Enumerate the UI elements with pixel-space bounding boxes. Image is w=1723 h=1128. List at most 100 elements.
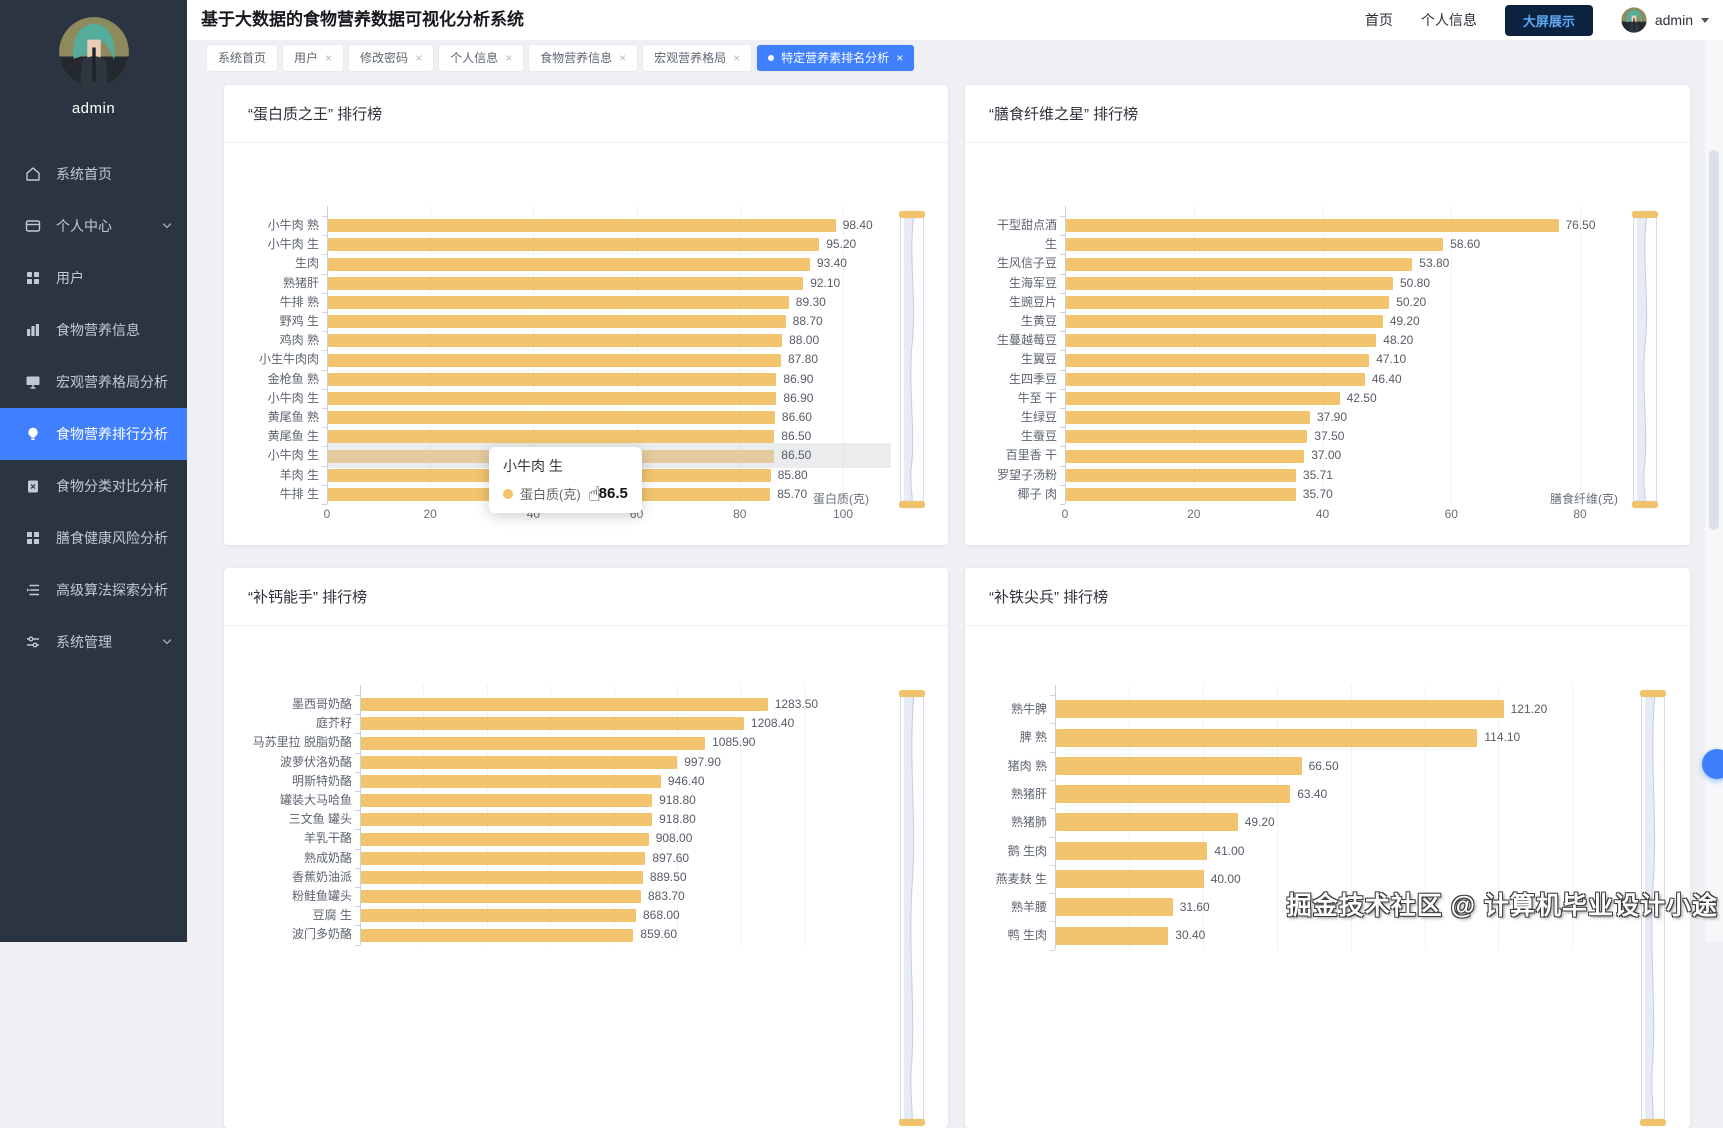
bar[interactable]	[1066, 315, 1383, 329]
scrollbar-thumb[interactable]	[1709, 150, 1719, 530]
close-icon[interactable]: ×	[733, 51, 741, 65]
bar[interactable]	[1066, 411, 1310, 425]
close-icon[interactable]: ×	[505, 51, 513, 65]
bar[interactable]	[361, 774, 661, 788]
bar[interactable]	[328, 257, 810, 271]
sidebar-item-高级算法探索分析[interactable]: 高级算法探索分析	[0, 564, 187, 616]
bar[interactable]	[328, 430, 775, 444]
datazoom-slider[interactable]	[1632, 211, 1658, 508]
sidebar-item-label: 宏观营养格局分析	[56, 374, 168, 390]
tab-修改密码[interactable]: 修改密码 ×	[349, 45, 434, 71]
bar[interactable]	[1056, 841, 1208, 860]
bar[interactable]	[1066, 219, 1559, 233]
sidebar-item-系统管理[interactable]: 系统管理	[0, 616, 187, 668]
x-tick-label: 0	[323, 507, 331, 521]
bar[interactable]	[361, 832, 649, 846]
nav-home-link[interactable]: 首页	[1364, 12, 1393, 28]
bar[interactable]	[1066, 257, 1413, 271]
bar[interactable]	[328, 295, 789, 309]
tab-特定营养素排名分析[interactable]: 特定营养素排名分析 ×	[757, 45, 915, 71]
datazoom-handle-bottom[interactable]	[1640, 1119, 1666, 1126]
sidebar-item-膳食健康风险分析[interactable]: 膳食健康风险分析	[0, 512, 187, 564]
close-icon[interactable]: ×	[896, 51, 904, 65]
datazoom-handle-top[interactable]	[1640, 690, 1666, 697]
bar[interactable]	[1066, 334, 1377, 348]
card-fiber-ranking: “膳食纤维之星” 排行榜 干型甜点酒 76.50 生 58.60 生风信子豆 53.80 生…	[965, 85, 1690, 545]
bar[interactable]	[328, 372, 777, 386]
bar[interactable]	[328, 391, 777, 405]
bar[interactable]	[361, 736, 706, 750]
tab-用户[interactable]: 用户 ×	[283, 45, 344, 71]
bar[interactable]	[1066, 238, 1444, 252]
bar[interactable]	[1056, 813, 1238, 832]
bar[interactable]	[328, 219, 836, 233]
category-label: 脾 熟	[1019, 730, 1047, 745]
sidebar-item-食物营养排行分析[interactable]: 食物营养排行分析	[0, 408, 187, 460]
datazoom-handle-top[interactable]	[1632, 211, 1658, 218]
bar[interactable]	[361, 890, 641, 904]
sidebar-item-系统首页[interactable]: 系统首页	[0, 148, 187, 200]
sidebar-item-宏观营养格局分析[interactable]: 宏观营养格局分析	[0, 356, 187, 408]
bar[interactable]	[1056, 926, 1169, 945]
datazoom-handle-bottom[interactable]	[1632, 501, 1658, 508]
bar[interactable]	[328, 411, 775, 425]
bar-value: 85.80	[777, 467, 808, 482]
tab-bar: 系统首页 用户 × 修改密码 × 个人信息 × 食物营养信息 × 宏观营养格局 × 特定营养素排名分析…	[207, 45, 915, 71]
bar[interactable]	[1066, 449, 1305, 463]
bar[interactable]	[1056, 870, 1204, 888]
tab-食物营养信息[interactable]: 食物营养信息 ×	[529, 45, 638, 71]
close-icon[interactable]: ×	[415, 51, 423, 65]
bar[interactable]	[1056, 898, 1173, 917]
bar[interactable]	[1066, 487, 1296, 501]
datazoom-slider[interactable]	[899, 211, 925, 508]
bar[interactable]	[1066, 468, 1296, 482]
bar[interactable]	[361, 851, 646, 865]
sidebar-item-个人中心[interactable]: 个人中心	[0, 200, 187, 252]
bar[interactable]	[1066, 430, 1308, 444]
bar[interactable]	[361, 794, 653, 808]
avatar[interactable]	[58, 16, 130, 88]
bar[interactable]	[361, 813, 653, 827]
bar[interactable]	[1066, 391, 1340, 405]
bar[interactable]	[1056, 785, 1291, 804]
big-screen-button[interactable]: 大屏展示	[1504, 4, 1593, 36]
datazoom-slider[interactable]	[899, 690, 925, 1126]
nav-profile-link[interactable]: 个人信息	[1420, 12, 1477, 28]
page-scrollbar	[1705, 40, 1723, 942]
bar[interactable]	[1056, 700, 1504, 719]
datazoom-handle-bottom[interactable]	[899, 1119, 925, 1126]
bar[interactable]	[1066, 295, 1390, 309]
bar[interactable]	[1056, 728, 1478, 747]
tab-label: 系统首页	[218, 51, 267, 65]
bar[interactable]	[361, 928, 634, 942]
bar[interactable]	[328, 315, 786, 329]
bar[interactable]	[361, 755, 678, 769]
tab-个人信息[interactable]: 个人信息 ×	[439, 45, 524, 71]
bar[interactable]	[361, 870, 643, 884]
close-icon[interactable]: ×	[619, 51, 627, 65]
floating-action-button[interactable]	[1702, 749, 1723, 779]
bar[interactable]	[361, 717, 744, 731]
bar[interactable]	[328, 334, 783, 348]
sidebar-item-用户[interactable]: 用户	[0, 252, 187, 304]
bar[interactable]	[1056, 756, 1302, 775]
datazoom-handle-bottom[interactable]	[899, 501, 925, 508]
bar-value: 918.80	[659, 793, 696, 807]
bar[interactable]	[361, 698, 768, 712]
bar[interactable]	[1066, 372, 1365, 386]
sidebar-item-食物分类对比分析[interactable]: 食物分类对比分析	[0, 460, 187, 512]
tab-宏观营养格局[interactable]: 宏观营养格局 ×	[643, 45, 752, 71]
datazoom-handle-top[interactable]	[899, 690, 925, 697]
bar[interactable]	[328, 238, 820, 252]
bar[interactable]	[1066, 276, 1393, 290]
bar[interactable]	[328, 353, 781, 367]
bar-value: 30.40	[1175, 928, 1206, 943]
bar[interactable]	[361, 909, 636, 923]
close-icon[interactable]: ×	[325, 51, 333, 65]
tab-系统首页[interactable]: 系统首页	[207, 45, 278, 71]
datazoom-handle-top[interactable]	[899, 211, 925, 218]
bar[interactable]	[328, 276, 804, 290]
sidebar-item-食物营养信息[interactable]: 食物营养信息	[0, 304, 187, 356]
user-menu[interactable]: admin	[1621, 7, 1709, 33]
bar[interactable]	[1066, 353, 1370, 367]
